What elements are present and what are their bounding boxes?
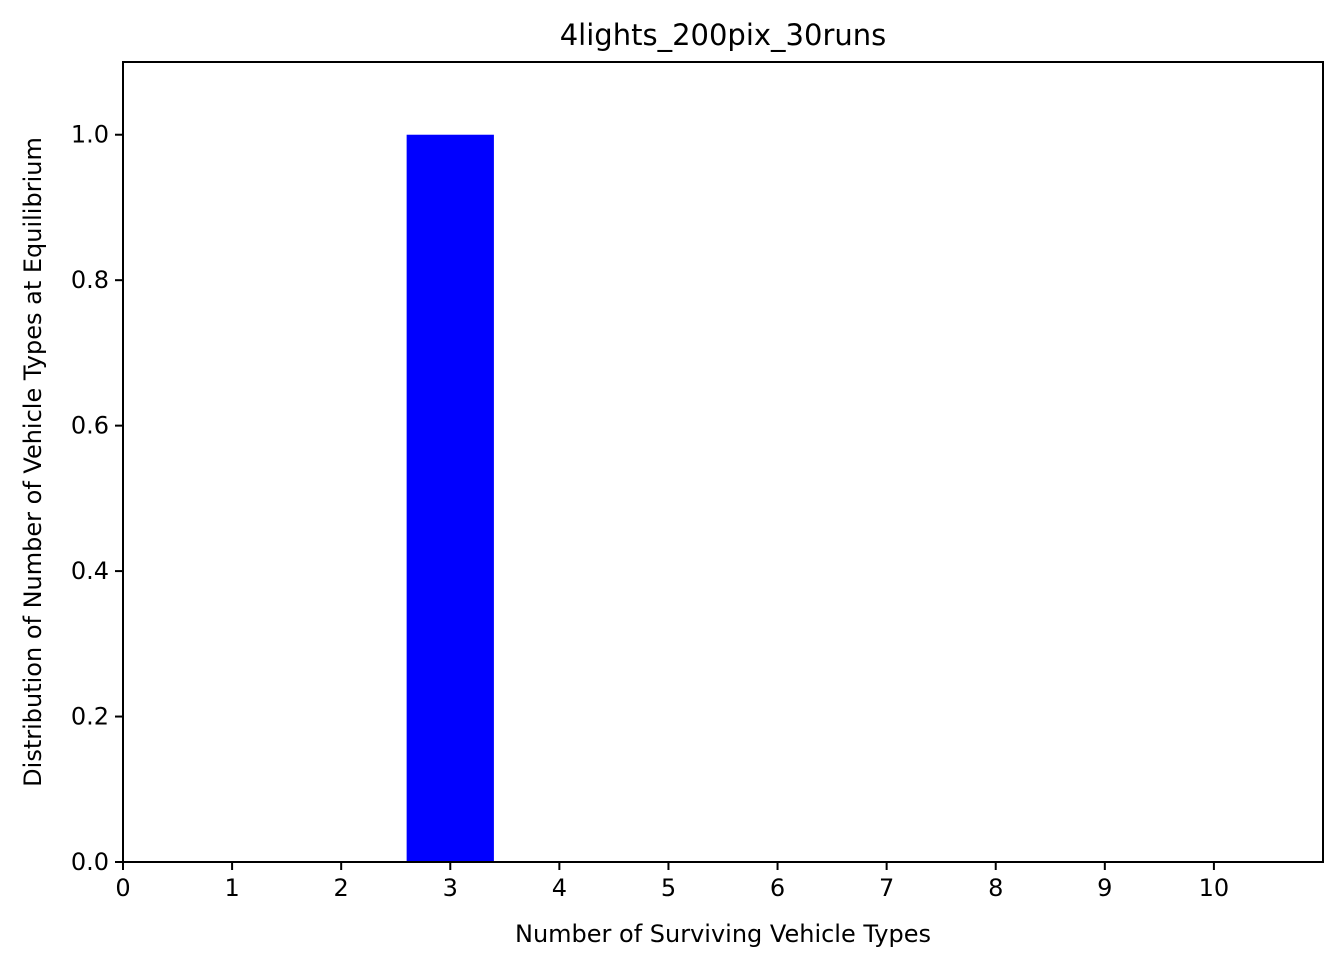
x-tick-label: 8 xyxy=(988,874,1003,902)
y-axis-title: Distribution of Number of Vehicle Types … xyxy=(19,137,47,787)
x-tick-label: 7 xyxy=(879,874,894,902)
y-axis-ticks: 0.0 0.2 0.4 0.6 0.8 1.0 xyxy=(71,121,123,876)
x-tick-label: 9 xyxy=(1097,874,1112,902)
y-tick-label: 0.4 xyxy=(71,557,109,585)
x-tick-label: 2 xyxy=(334,874,349,902)
y-tick-label: 0.2 xyxy=(71,703,109,731)
x-axis-ticks: 0 1 2 3 4 5 6 7 8 9 10 xyxy=(115,862,1229,902)
y-tick-label: 0.8 xyxy=(71,266,109,294)
x-tick-label: 0 xyxy=(115,874,130,902)
bars-layer xyxy=(406,134,494,862)
x-tick-label: 4 xyxy=(552,874,567,902)
x-tick-label: 5 xyxy=(661,874,676,902)
y-tick-label: 0.0 xyxy=(71,848,109,876)
x-tick-label: 3 xyxy=(443,874,458,902)
y-tick-label: 1.0 xyxy=(71,121,109,149)
chart-title: 4lights_200pix_30runs xyxy=(560,18,887,52)
x-tick-label: 6 xyxy=(770,874,785,902)
x-tick-label: 1 xyxy=(224,874,239,902)
bar-x-3 xyxy=(406,134,494,862)
x-axis-title: Number of Surviving Vehicle Types xyxy=(515,920,931,948)
y-tick-label: 0.6 xyxy=(71,412,109,440)
x-tick-label: 10 xyxy=(1199,874,1230,902)
plot-area-frame xyxy=(122,61,1324,863)
